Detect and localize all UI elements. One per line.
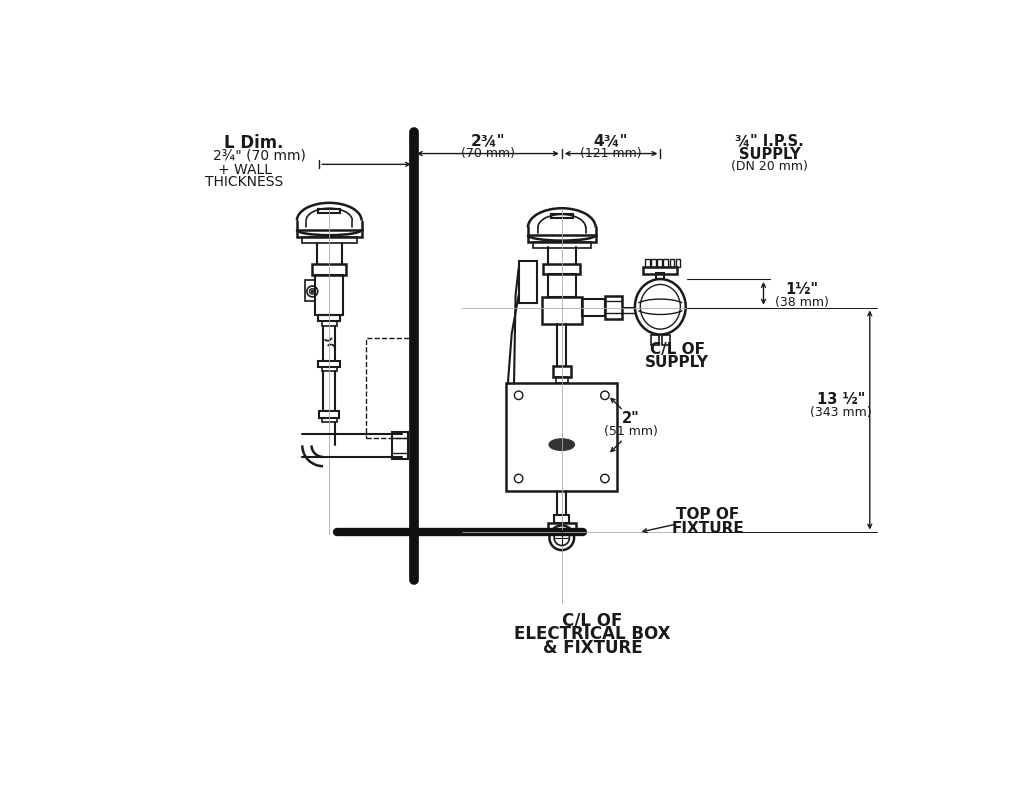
Bar — [312, 265, 346, 275]
Text: SUPPLY: SUPPLY — [739, 147, 801, 162]
Bar — [301, 237, 357, 243]
Bar — [670, 259, 674, 267]
Bar — [518, 261, 538, 303]
Bar — [367, 338, 411, 439]
Text: 2": 2" — [623, 411, 640, 426]
Bar — [322, 417, 337, 422]
Text: SUPPLY: SUPPLY — [645, 356, 710, 371]
Bar — [664, 259, 668, 267]
Text: THICKNESS: THICKNESS — [206, 175, 284, 189]
Bar — [318, 360, 340, 367]
Bar — [322, 367, 337, 371]
Text: 13 ½": 13 ½" — [817, 392, 865, 406]
Text: ELECTRICAL BOX: ELECTRICAL BOX — [514, 625, 671, 643]
Text: L Dim.: L Dim. — [224, 134, 284, 152]
Text: & FIXTURE: & FIXTURE — [543, 639, 642, 657]
Bar — [551, 215, 572, 219]
Bar — [582, 299, 605, 316]
Bar — [554, 516, 569, 524]
Bar — [318, 209, 340, 213]
Text: (121 mm): (121 mm) — [581, 147, 642, 160]
Bar — [651, 334, 658, 345]
Bar — [544, 265, 581, 274]
Text: 1½": 1½" — [785, 282, 818, 296]
Text: (70 mm): (70 mm) — [461, 147, 515, 160]
Bar — [392, 432, 408, 459]
Ellipse shape — [550, 440, 574, 450]
Text: (51 mm): (51 mm) — [604, 425, 658, 438]
Bar — [656, 273, 665, 279]
Bar — [548, 524, 575, 532]
Bar — [528, 235, 596, 242]
Bar — [662, 334, 670, 345]
Bar — [506, 383, 617, 491]
Bar — [304, 280, 315, 302]
Bar — [542, 297, 582, 324]
Bar — [315, 275, 343, 315]
Bar — [318, 315, 340, 322]
Text: C/L OF: C/L OF — [650, 341, 705, 356]
Bar — [605, 296, 622, 319]
Bar — [556, 377, 568, 383]
Bar — [643, 267, 677, 275]
Text: FIXTURE: FIXTURE — [672, 521, 744, 536]
Bar — [319, 411, 339, 417]
Text: ¾" I.P.S.: ¾" I.P.S. — [735, 134, 804, 149]
Bar — [532, 242, 591, 247]
Text: 2¾" (70 mm): 2¾" (70 mm) — [213, 149, 305, 163]
Circle shape — [311, 290, 313, 292]
Bar — [553, 366, 571, 377]
Bar — [651, 259, 655, 267]
Text: 2¾": 2¾" — [470, 134, 505, 149]
Text: C/L OF: C/L OF — [562, 611, 623, 629]
Text: (38 mm): (38 mm) — [775, 295, 829, 309]
Bar — [297, 230, 361, 237]
Bar — [657, 259, 662, 267]
Text: + WALL: + WALL — [217, 162, 271, 177]
Text: (DN 20 mm): (DN 20 mm) — [731, 160, 808, 173]
Bar — [548, 274, 575, 297]
Bar — [322, 322, 337, 326]
Text: 4¾": 4¾" — [594, 134, 629, 149]
Bar — [676, 259, 680, 267]
Text: (343 mm): (343 mm) — [810, 406, 872, 419]
Text: TOP OF: TOP OF — [677, 507, 739, 522]
Bar — [645, 259, 649, 267]
